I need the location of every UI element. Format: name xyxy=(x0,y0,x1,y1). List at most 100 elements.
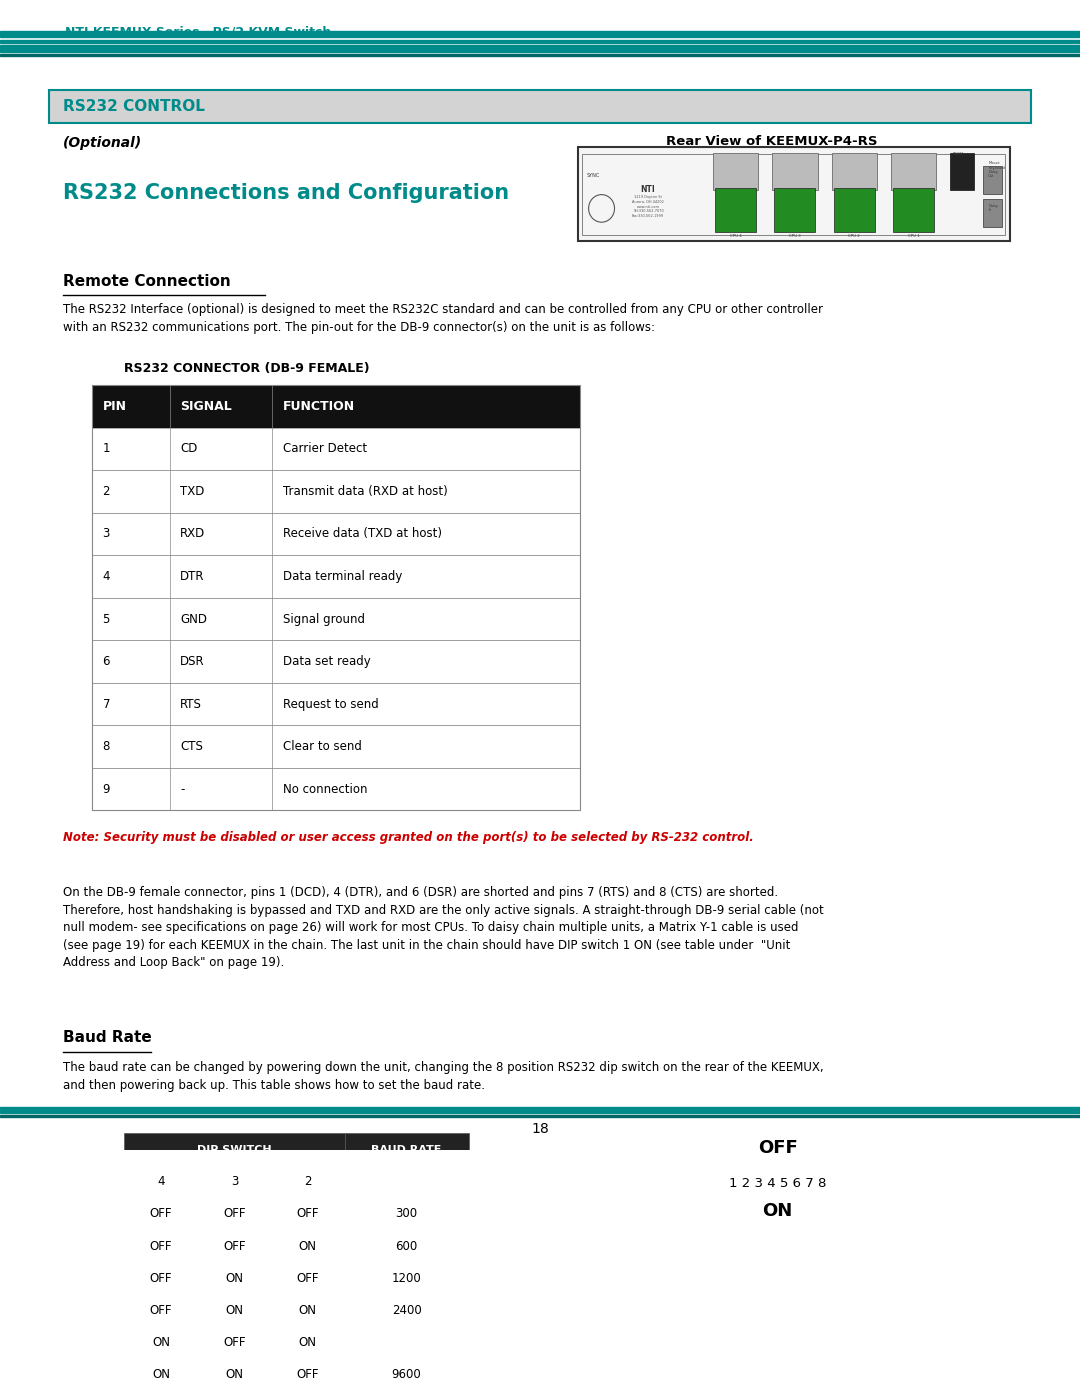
Bar xyxy=(983,165,1002,194)
Text: ON: ON xyxy=(299,1303,316,1317)
Text: 1200: 1200 xyxy=(392,1271,421,1285)
Text: PIN: PIN xyxy=(103,400,126,414)
Bar xyxy=(0,31,1080,36)
Bar xyxy=(345,1197,469,1229)
Bar xyxy=(124,1295,198,1327)
Bar xyxy=(693,1220,862,1288)
Text: 7: 7 xyxy=(103,697,110,711)
Bar xyxy=(198,1295,271,1327)
Text: OFF: OFF xyxy=(297,1271,319,1285)
Bar xyxy=(124,1391,198,1397)
Text: CPU 3: CPU 3 xyxy=(789,233,800,237)
Bar xyxy=(832,152,877,190)
Bar xyxy=(271,1263,345,1295)
Bar xyxy=(124,1133,345,1165)
Bar xyxy=(92,768,580,810)
Text: OFF: OFF xyxy=(150,1303,172,1317)
Text: ON: ON xyxy=(226,1368,243,1382)
Text: FUNCTION: FUNCTION xyxy=(283,400,355,414)
Bar xyxy=(49,89,1031,123)
Bar xyxy=(198,1359,271,1391)
Text: ON: ON xyxy=(762,1203,793,1221)
Bar xyxy=(758,1224,775,1256)
Bar xyxy=(0,45,1080,52)
Text: BAUD RATE: BAUD RATE xyxy=(372,1144,442,1154)
Bar xyxy=(271,1229,345,1263)
Text: CPU 2: CPU 2 xyxy=(849,233,860,237)
Bar xyxy=(198,1229,271,1263)
Text: 8: 8 xyxy=(103,740,110,753)
Text: TXD: TXD xyxy=(180,485,205,497)
Bar xyxy=(345,1133,469,1165)
Text: Data terminal ready: Data terminal ready xyxy=(283,570,403,583)
Text: The RS232 Interface (optional) is designed to meet the RS232C standard and can b: The RS232 Interface (optional) is design… xyxy=(63,303,823,334)
Text: Signal ground: Signal ground xyxy=(283,612,365,626)
Bar xyxy=(271,1165,345,1197)
Bar xyxy=(92,555,580,598)
Bar xyxy=(198,1165,271,1197)
Text: RS232 CONTROL: RS232 CONTROL xyxy=(63,99,204,113)
Text: 18: 18 xyxy=(531,1122,549,1136)
Bar xyxy=(0,54,1080,56)
Bar xyxy=(0,1106,1080,1113)
Text: (Optional): (Optional) xyxy=(63,136,141,149)
Text: Note: Security must be disabled or user access granted on the port(s) to be sele: Note: Security must be disabled or user … xyxy=(63,831,754,844)
Bar xyxy=(124,1327,198,1359)
Text: 2: 2 xyxy=(305,1175,311,1189)
Text: NTI: NTI xyxy=(640,184,656,194)
Bar xyxy=(834,189,875,232)
Text: Remote Connection: Remote Connection xyxy=(63,274,230,289)
Text: Receive data (TXD at host): Receive data (TXD at host) xyxy=(283,528,442,541)
Text: 6: 6 xyxy=(103,655,110,668)
Bar xyxy=(774,189,815,232)
Text: GND: GND xyxy=(180,612,207,626)
Bar xyxy=(0,41,1080,42)
Text: DIP SWITCH: DIP SWITCH xyxy=(197,1144,272,1154)
Text: OFF: OFF xyxy=(297,1207,319,1221)
Bar xyxy=(92,683,580,725)
Text: Baud Rate: Baud Rate xyxy=(63,1030,151,1045)
Bar xyxy=(124,1229,198,1263)
Bar xyxy=(124,1197,198,1229)
Bar xyxy=(92,513,580,555)
Text: 4: 4 xyxy=(103,570,110,583)
Bar xyxy=(92,640,580,683)
Text: 300: 300 xyxy=(395,1207,418,1221)
Text: CPU 1: CPU 1 xyxy=(908,233,919,237)
Text: 2400: 2400 xyxy=(392,1303,421,1317)
Text: OFF: OFF xyxy=(758,1139,797,1157)
Text: 1: 1 xyxy=(103,443,110,455)
Text: 2: 2 xyxy=(103,485,110,497)
Text: OFF: OFF xyxy=(150,1207,172,1221)
Text: OFF: OFF xyxy=(224,1336,245,1350)
Text: ON: ON xyxy=(152,1368,170,1382)
Text: -: - xyxy=(180,782,185,796)
Bar xyxy=(198,1327,271,1359)
Text: RS232 Connections and Configuration: RS232 Connections and Configuration xyxy=(63,183,509,203)
Text: DTR: DTR xyxy=(180,570,205,583)
Bar xyxy=(738,1224,755,1256)
Bar xyxy=(713,152,758,190)
Bar xyxy=(345,1327,469,1397)
Text: RXD: RXD xyxy=(180,528,205,541)
Text: 9: 9 xyxy=(103,782,110,796)
Text: DSR: DSR xyxy=(180,655,205,668)
Text: ON: ON xyxy=(152,1336,170,1350)
Bar xyxy=(893,189,934,232)
Bar xyxy=(92,725,580,768)
Text: ON: ON xyxy=(299,1336,316,1350)
Bar xyxy=(0,1115,1080,1118)
Text: SIGNAL: SIGNAL xyxy=(180,400,232,414)
Bar xyxy=(198,1391,271,1397)
Bar xyxy=(578,147,1010,242)
Bar xyxy=(772,152,818,190)
Text: OFF: OFF xyxy=(150,1239,172,1253)
Text: Clear to send: Clear to send xyxy=(283,740,362,753)
Bar xyxy=(271,1327,345,1359)
Text: 1219 Dayton St
Aurora, OH 44202
www.nti.com
Tel:330-562-7070
Fax:330-562-1999: 1219 Dayton St Aurora, OH 44202 www.nti.… xyxy=(632,196,664,218)
Bar xyxy=(345,1229,469,1263)
Text: No connection: No connection xyxy=(283,782,367,796)
Bar xyxy=(983,198,1002,228)
Bar xyxy=(92,386,580,810)
Text: 5: 5 xyxy=(103,612,110,626)
